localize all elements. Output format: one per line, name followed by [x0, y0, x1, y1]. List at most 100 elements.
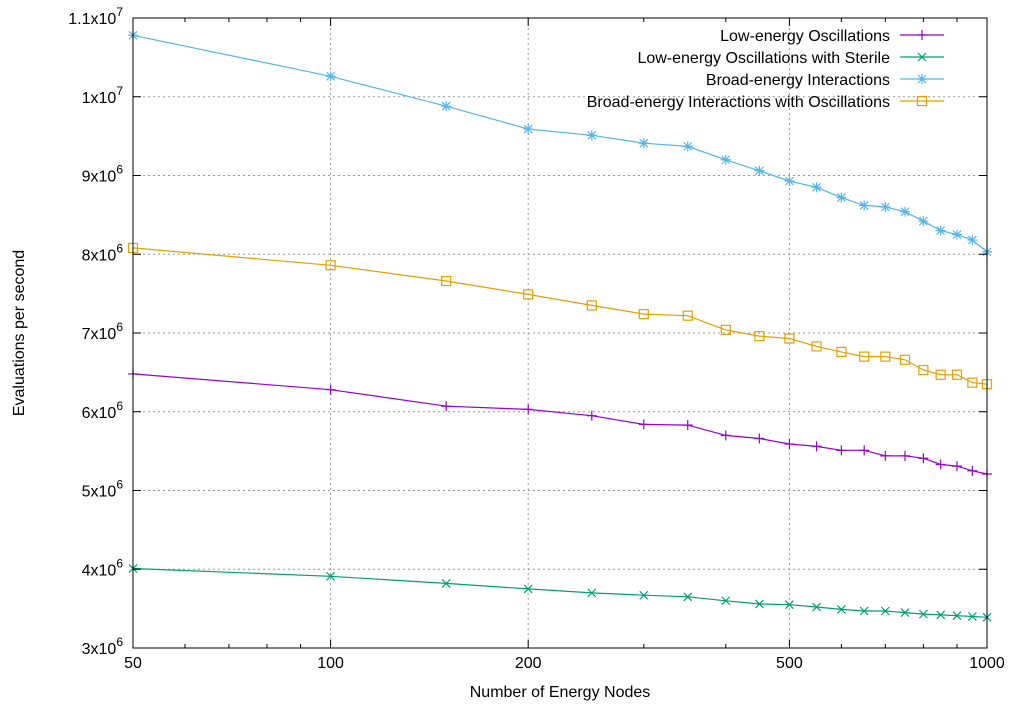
- series-line: [132, 247, 988, 385]
- data-point: [900, 608, 910, 617]
- data-point: [784, 333, 795, 344]
- legend-entry: Low-energy Oscillations: [720, 28, 944, 45]
- series-line: [132, 567, 988, 618]
- legend: Low-energy Oscillations Low-energy Oscill…: [587, 28, 944, 111]
- legend-entry: Broad-energy Interactions: [706, 72, 944, 89]
- data-point: [682, 141, 693, 152]
- legend-label: Low-energy Oscillations: [720, 28, 890, 45]
- series-3: [127, 242, 993, 390]
- x-tick-label: 50: [124, 655, 142, 672]
- data-point: [784, 176, 795, 187]
- data-point: [639, 590, 649, 600]
- legend-label: Broad-energy Interactions with Oscillati…: [587, 94, 890, 111]
- legend-marker: [917, 52, 927, 62]
- data-point: [638, 138, 649, 149]
- data-point: [720, 430, 731, 441]
- data-point: [325, 71, 336, 82]
- data-point: [967, 235, 978, 246]
- legend-marker: [917, 30, 927, 40]
- data-point: [967, 465, 978, 476]
- data-point: [441, 579, 451, 588]
- y-tick-label: 8x106: [82, 241, 124, 264]
- data-point: [754, 599, 764, 609]
- data-point: [638, 309, 649, 320]
- data-point: [721, 596, 731, 606]
- legend-entry: Broad-energy Interactions with Oscillati…: [587, 94, 944, 111]
- data-point: [587, 588, 597, 598]
- grid: [133, 18, 987, 648]
- data-point: [859, 445, 870, 456]
- y-tick-label: 1x107: [82, 84, 124, 107]
- x-tick-label: 200: [515, 655, 542, 672]
- data-point: [325, 384, 336, 395]
- data-point: [951, 461, 962, 472]
- data-point: [935, 369, 946, 380]
- data-point: [811, 341, 822, 352]
- data-point: [935, 225, 946, 236]
- data-point: [441, 101, 452, 112]
- data-point: [811, 441, 822, 452]
- data-point: [951, 229, 962, 240]
- data-point: [638, 419, 649, 430]
- x-tick-label: 100: [317, 655, 344, 672]
- series-1: [128, 564, 992, 622]
- data-point: [682, 420, 693, 431]
- data-point: [918, 453, 929, 464]
- data-point: [880, 450, 891, 461]
- x-tick-label: 500: [776, 655, 803, 672]
- x-axis-label: Number of Energy Nodes: [470, 684, 651, 701]
- x-tick-label: 1000: [969, 655, 1005, 672]
- data-point: [812, 602, 821, 612]
- y-axis-label: Evaluations per second: [11, 250, 28, 416]
- data-point: [754, 165, 765, 176]
- data-point: [720, 324, 731, 335]
- series-line: [132, 34, 988, 253]
- legend-label: Broad-energy Interactions: [706, 72, 890, 89]
- data-point: [899, 354, 911, 365]
- data-point: [918, 609, 928, 619]
- data-point: [784, 600, 794, 610]
- data-point: [880, 202, 891, 212]
- data-point: [441, 401, 452, 412]
- y-tick-label: 4x106: [82, 556, 124, 579]
- data-point: [967, 612, 977, 621]
- legend-entry: Low-energy Oscillations with Sterile: [637, 50, 944, 67]
- y-tick-label: 3x106: [82, 635, 124, 658]
- legend-marker: [917, 74, 927, 84]
- ticks: 50 100 200 500 1000 3x106 4x106 5x106 6x106 7x106…: [68, 5, 1005, 672]
- data-point: [523, 289, 534, 300]
- data-point: [952, 611, 962, 621]
- y-tick-label: 7x106: [82, 320, 124, 343]
- data-point: [836, 346, 847, 357]
- series-0: [128, 368, 992, 479]
- data-point: [720, 154, 731, 165]
- data-point: [936, 610, 946, 620]
- series-2: [128, 30, 992, 257]
- data-point: [811, 182, 822, 193]
- data-point: [880, 606, 890, 616]
- y-tick-label: 6x106: [82, 399, 124, 422]
- data-point: [880, 351, 891, 362]
- data-point: [586, 130, 597, 141]
- data-point: [682, 310, 693, 321]
- legend-label: Low-energy Oscillations with Sterile: [637, 50, 890, 67]
- data-point: [899, 206, 910, 217]
- data-point: [836, 445, 847, 456]
- data-point: [523, 404, 534, 415]
- data-point: [836, 192, 847, 203]
- data-point: [586, 300, 597, 311]
- data-point: [859, 606, 869, 616]
- y-tick-label: 5x106: [82, 478, 124, 501]
- y-tick-label: 1.1x107: [68, 5, 123, 28]
- data-point: [951, 369, 963, 380]
- data-point: [326, 571, 336, 581]
- data-point: [859, 351, 870, 362]
- data-point: [918, 364, 929, 376]
- data-point: [586, 410, 597, 421]
- data-point: [836, 604, 846, 614]
- series-layer: [127, 30, 993, 622]
- data-point: [967, 377, 978, 388]
- data-point: [523, 124, 534, 135]
- data-point: [859, 200, 870, 211]
